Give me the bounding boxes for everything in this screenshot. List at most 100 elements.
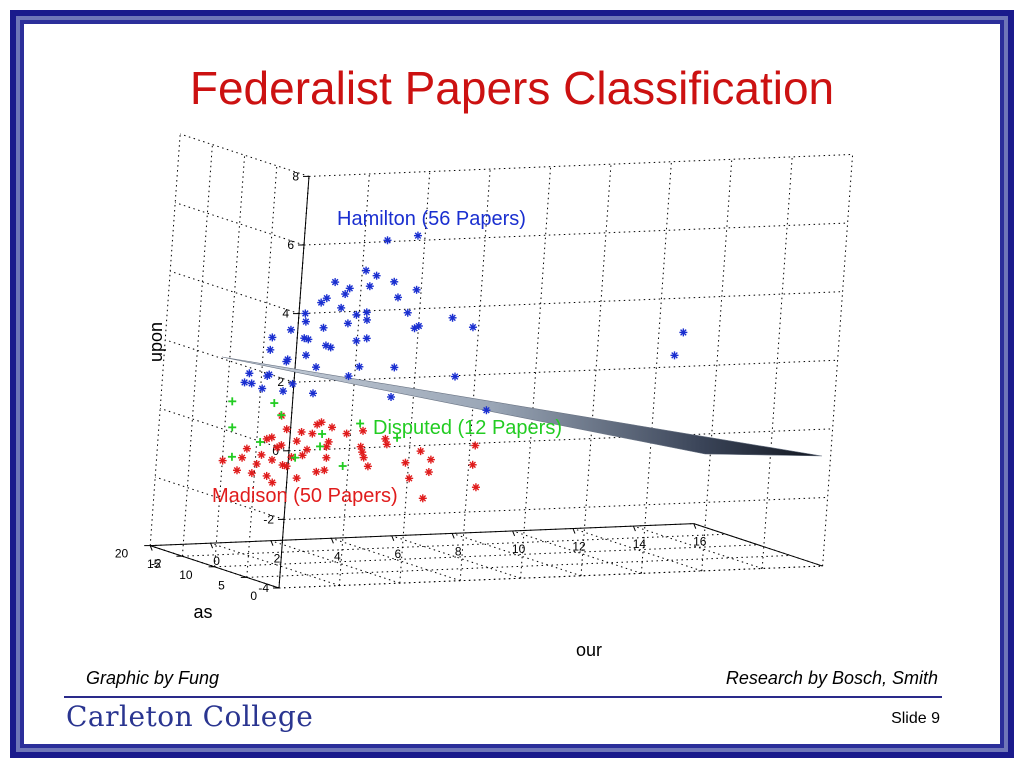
college-logo: Carleton College xyxy=(66,700,314,733)
madison-point xyxy=(252,459,261,468)
x-tick xyxy=(572,528,576,534)
madison-point xyxy=(292,474,301,483)
x-tick-label: 12 xyxy=(572,540,586,554)
y-tick-label: 20 xyxy=(115,547,129,561)
x-tick-label: 10 xyxy=(512,542,526,556)
credit-graphic: Graphic by Fung xyxy=(86,668,220,688)
hamilton-point xyxy=(247,379,256,388)
hamilton-point xyxy=(344,372,353,381)
madison-point xyxy=(342,429,351,438)
hamilton-point xyxy=(312,363,321,372)
hamilton-point xyxy=(302,351,311,360)
y-axis-label: as xyxy=(193,602,212,622)
hamilton-point xyxy=(390,363,399,372)
gridline xyxy=(761,156,793,569)
gridline xyxy=(214,155,246,567)
scatter-3d-chart: -2 0 2 4 6 8 10 12 14 16 0 5 10 15 20 -4 -2 0 2 4 6 8 our as upo… xyxy=(115,133,854,660)
hamilton-point xyxy=(482,406,491,415)
x-tick xyxy=(512,530,516,537)
hamilton-point xyxy=(317,298,326,307)
hamilton-point xyxy=(240,378,249,387)
madison-point xyxy=(416,447,425,456)
series-annotation: Disputed (12 Papers) xyxy=(373,417,562,439)
hamilton-point xyxy=(265,370,274,379)
x-tick-label: 4 xyxy=(334,549,341,563)
hamilton-point xyxy=(355,362,364,371)
hamilton-point xyxy=(286,325,295,334)
madison-point xyxy=(242,444,251,453)
hamilton-point xyxy=(300,334,309,343)
hamilton-point xyxy=(387,392,396,401)
madison-point xyxy=(312,467,321,476)
gridline xyxy=(701,159,733,571)
slide-title: Federalist Papers Classification xyxy=(189,62,835,114)
series-annotation: Madison (50 Papers) xyxy=(212,485,398,507)
hamilton-point xyxy=(362,308,371,317)
hamilton-point xyxy=(343,319,352,328)
hamilton-point xyxy=(326,343,335,352)
madison-point xyxy=(292,437,301,446)
madison-point xyxy=(381,434,390,443)
disputed-point xyxy=(227,452,236,461)
slide-frame-inner: Federalist Papers Classification -2 0 2 4 6 8… xyxy=(20,20,1004,748)
slide-number: Slide 9 xyxy=(891,710,940,727)
hamilton-point xyxy=(410,324,419,333)
disputed-point xyxy=(256,437,265,446)
gridline xyxy=(298,291,843,315)
x-tick xyxy=(451,533,455,539)
hamilton-point xyxy=(282,357,291,366)
madison-point xyxy=(322,453,331,462)
madison-point xyxy=(363,462,372,471)
hamilton-point xyxy=(301,309,310,318)
hamilton-point xyxy=(258,384,267,393)
x-tick xyxy=(391,535,395,542)
madison-point xyxy=(247,469,256,478)
hamilton-point xyxy=(372,271,381,280)
x-tick xyxy=(632,525,636,532)
hamilton-point xyxy=(309,389,317,398)
y-tick-label: 5 xyxy=(218,578,225,592)
gridline xyxy=(182,533,727,557)
disputed-point xyxy=(318,429,327,438)
gridline xyxy=(303,222,848,246)
madison-point xyxy=(424,468,433,477)
slide: Federalist Papers Classification -2 0 2 4 6 8… xyxy=(24,24,1000,744)
disputed-point xyxy=(291,453,300,462)
gridline xyxy=(822,154,854,567)
madison-point xyxy=(257,450,266,459)
madison-point xyxy=(303,445,312,454)
hamilton-point xyxy=(345,284,354,293)
gridline xyxy=(293,359,838,383)
gridline xyxy=(278,565,823,589)
madison-point xyxy=(282,425,291,434)
hamilton-point xyxy=(451,372,460,381)
y-tick-label: 10 xyxy=(179,568,193,582)
z-tick-label: 4 xyxy=(282,307,289,321)
disputed-point xyxy=(277,411,286,420)
hamilton-point xyxy=(365,282,374,291)
x-tick xyxy=(330,538,334,544)
madison-point xyxy=(405,474,414,483)
slide-frame-outer: Federalist Papers Classification -2 0 2 4 6 8… xyxy=(10,10,1014,758)
madison-point xyxy=(359,453,368,462)
madison-point xyxy=(298,451,307,460)
x-tick-label: 8 xyxy=(455,544,462,558)
x-tick-label: 2 xyxy=(274,552,281,566)
hamilton-point xyxy=(393,293,402,302)
x-tick-label: 0 xyxy=(213,554,220,568)
hamilton-point xyxy=(337,303,346,312)
madison-point xyxy=(382,440,391,449)
x-tick-label: -2 xyxy=(151,557,162,571)
madison-point xyxy=(418,494,427,503)
madison-point xyxy=(232,466,241,475)
z-tick-label: 6 xyxy=(287,238,294,252)
hamilton-point xyxy=(331,278,340,287)
gridline xyxy=(278,565,823,589)
madison-point xyxy=(278,461,287,470)
disputed-point xyxy=(228,397,237,406)
madison-point xyxy=(317,418,326,427)
hamilton-point xyxy=(403,308,412,317)
x-tick xyxy=(693,523,697,529)
madison-point xyxy=(324,437,333,446)
hamilton-point xyxy=(670,351,679,360)
